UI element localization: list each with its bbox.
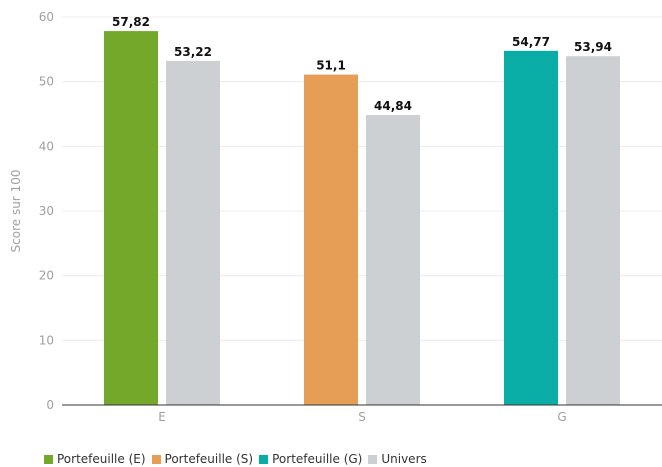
y-axis-ticks: 0 10 20 30 40 50 60	[39, 10, 54, 412]
legend-label: Portefeuille (G)	[272, 452, 363, 466]
data-label: 44,84	[374, 99, 412, 113]
legend-swatch	[368, 454, 378, 464]
bar-g-univers	[566, 56, 620, 406]
bar-e-univers	[166, 60, 220, 406]
legend-item[interactable]: Portefeuille (E)	[44, 452, 146, 466]
legend-item[interactable]: Portefeuille (G)	[259, 452, 362, 466]
x-tick-label: G	[557, 410, 566, 424]
x-tick-label: S	[358, 410, 366, 424]
data-label: 54,77	[512, 35, 550, 49]
y-tick-label: 10	[39, 333, 54, 347]
legend-label: Univers	[381, 452, 427, 466]
y-tick-label: 20	[39, 269, 54, 283]
bar-e-portefeuille	[104, 31, 158, 406]
legend-swatch	[259, 454, 269, 464]
y-tick-label: 30	[39, 204, 54, 218]
data-label: 57,82	[112, 15, 150, 29]
legend-swatch	[151, 454, 161, 464]
y-axis-title: Score sur 100	[9, 170, 23, 253]
legend-swatch	[44, 454, 53, 464]
legend-item[interactable]: Portefeuille (S)	[151, 452, 254, 466]
legend-label: Portefeuille (S)	[164, 452, 254, 466]
y-tick-label: 40	[39, 139, 54, 153]
bar-s-univers	[366, 115, 420, 405]
y-tick-label: 0	[46, 398, 54, 412]
y-tick-label: 60	[39, 10, 54, 24]
legend-label: Portefeuille (E)	[57, 452, 146, 466]
data-label: 53,22	[174, 45, 212, 59]
y-tick-label: 50	[39, 75, 54, 89]
bar-g-portefeuille	[504, 50, 558, 405]
x-tick-label: E	[158, 410, 166, 424]
data-label: 51,1	[316, 59, 346, 73]
data-label: 53,94	[574, 40, 612, 54]
bar-s-portefeuille	[304, 74, 358, 405]
gridlines	[62, 16, 662, 341]
legend-item[interactable]: Univers	[368, 452, 427, 466]
legend: Portefeuille (E) Portefeuille (S) Portefeu…	[44, 451, 427, 467]
bars: 57,82 53,22 51,1 44,84 54,77 53,94	[104, 15, 620, 406]
